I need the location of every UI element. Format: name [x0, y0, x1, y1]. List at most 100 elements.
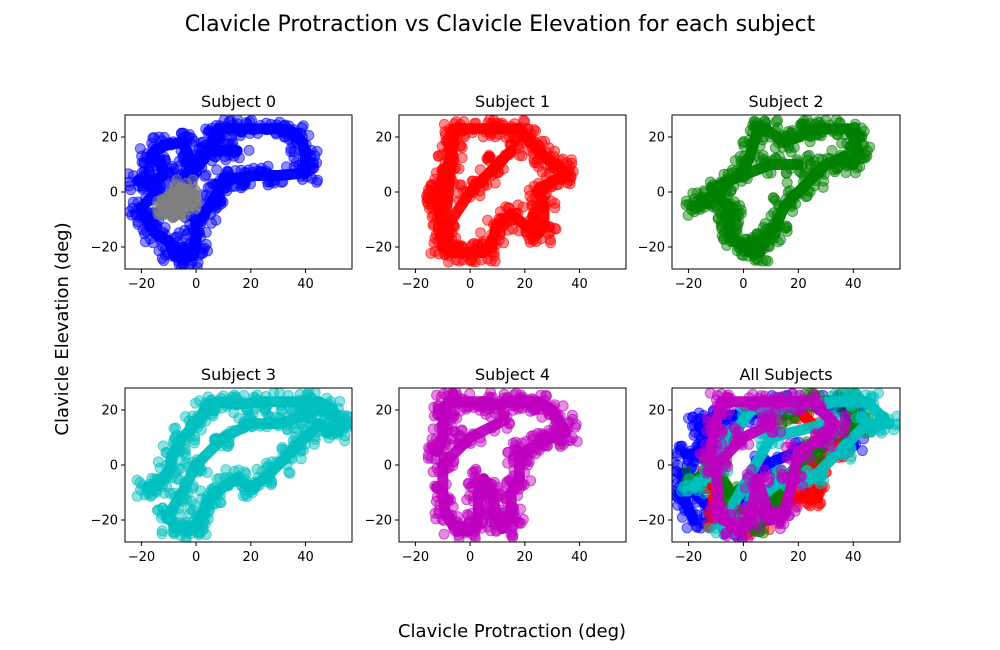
y-tick-label: 0: [384, 459, 392, 474]
scatter-point: [804, 160, 816, 172]
scatter-point: [489, 177, 501, 189]
scatter-point: [180, 450, 192, 461]
scatter-point: [173, 227, 185, 239]
scatter-point: [723, 405, 735, 417]
scatter-point: [539, 135, 551, 147]
scatter-point: [262, 160, 274, 172]
scatter-point: [134, 143, 146, 155]
series-trace: [431, 123, 572, 258]
x-tick-label: −20: [675, 277, 702, 292]
x-tick-label: 40: [571, 550, 588, 565]
scatter-point: [480, 408, 492, 420]
y-tick-label: −20: [91, 241, 118, 256]
panel-5: −20 0 20 40 −20 0 20 All Subjects: [638, 365, 901, 565]
scatter-point: [456, 152, 468, 164]
scatter-point: [558, 438, 570, 450]
scatter-point: [677, 481, 689, 493]
scatter-point: [125, 176, 135, 188]
x-tick-label: 0: [466, 550, 474, 565]
series-0: [125, 115, 324, 269]
y-tick-label: 20: [648, 404, 665, 419]
panel-title: Subject 2: [748, 92, 823, 111]
plot-area: [125, 115, 324, 269]
scatter-point: [565, 154, 577, 166]
x-tick-label: 20: [243, 550, 260, 565]
scatter-point: [693, 407, 705, 419]
scatter-point: [698, 487, 710, 499]
scatter-point: [502, 457, 514, 469]
x-tick-label: 40: [297, 550, 314, 565]
y-tick-label: 0: [110, 459, 118, 474]
panel-title: All Subjects: [739, 365, 832, 384]
scatter-point: [740, 482, 751, 494]
x-tick-label: −20: [402, 277, 429, 292]
y-tick-label: −20: [365, 514, 392, 529]
scatter-point: [488, 250, 500, 262]
scatter-point: [826, 145, 838, 156]
scatter-point: [295, 453, 307, 465]
scatter-point: [201, 467, 213, 478]
scatter-point: [156, 525, 168, 537]
x-tick-label: 0: [192, 550, 200, 565]
plot-area: [131, 388, 352, 542]
scatter-point: [303, 388, 314, 398]
scatter-point: [836, 426, 848, 438]
scatter-point: [187, 201, 199, 213]
x-tick-label: 40: [845, 550, 862, 565]
scatter-point: [545, 237, 556, 249]
y-tick-label: 0: [657, 186, 665, 201]
scatter-point: [425, 247, 437, 259]
y-tick-label: 0: [657, 459, 665, 474]
scatter-point: [164, 487, 176, 499]
scatter-point: [421, 193, 433, 205]
x-tick-label: 20: [517, 550, 534, 565]
scatter-point: [501, 422, 513, 434]
scatter-point: [498, 410, 510, 422]
scatter-point: [179, 411, 191, 423]
panel-0: −20 0 20 40 −20 0 20 Subject 0: [91, 92, 353, 292]
plot-area: [422, 388, 583, 542]
panel-3: −20 0 20 40 −20 0 20 Subject 3: [91, 365, 353, 565]
series-0: [421, 115, 579, 268]
scatter-point: [190, 185, 202, 197]
scatter-point: [557, 400, 569, 412]
scatter-point: [454, 179, 466, 191]
scatter-point: [152, 456, 164, 468]
scatter-point: [502, 446, 514, 458]
scatter-point: [131, 490, 143, 502]
y-tick-label: 0: [110, 186, 118, 201]
scatter-point: [569, 421, 581, 433]
scatter-point: [803, 150, 815, 161]
x-tick-label: 20: [790, 550, 807, 565]
scatter-point: [729, 154, 741, 166]
scatter-point: [188, 437, 200, 449]
series-trace: [691, 123, 865, 258]
y-tick-label: −20: [91, 514, 118, 529]
scatter-point: [505, 529, 517, 541]
scatter-point: [145, 490, 157, 502]
plot-area: [421, 115, 579, 268]
scatter-point: [176, 127, 188, 139]
panel-2: −20 0 20 40 −20 0 20 Subject 2: [638, 92, 901, 292]
scatter-point: [525, 475, 537, 487]
series-trace: [163, 183, 191, 214]
x-tick-label: 20: [517, 277, 534, 292]
scatter-point: [152, 504, 164, 516]
scatter-point: [157, 440, 169, 452]
panel-title: Subject 1: [475, 92, 550, 111]
scatter-point: [510, 440, 521, 452]
scatter-point: [774, 523, 786, 535]
scatter-point: [454, 405, 466, 417]
scatter-point: [772, 236, 784, 248]
x-tick-label: 40: [297, 277, 314, 292]
scatter-point: [742, 471, 754, 483]
figure-xlabel: Clavicle Protraction (deg): [398, 621, 626, 642]
x-tick-label: 40: [845, 277, 862, 292]
x-tick-label: −20: [128, 277, 155, 292]
panel-title: Subject 3: [201, 365, 276, 384]
scatter-point: [512, 199, 524, 211]
scatter-point: [891, 410, 900, 422]
scatter-point: [461, 494, 473, 506]
panel-title: Subject 0: [201, 92, 276, 111]
x-tick-label: 0: [739, 277, 747, 292]
